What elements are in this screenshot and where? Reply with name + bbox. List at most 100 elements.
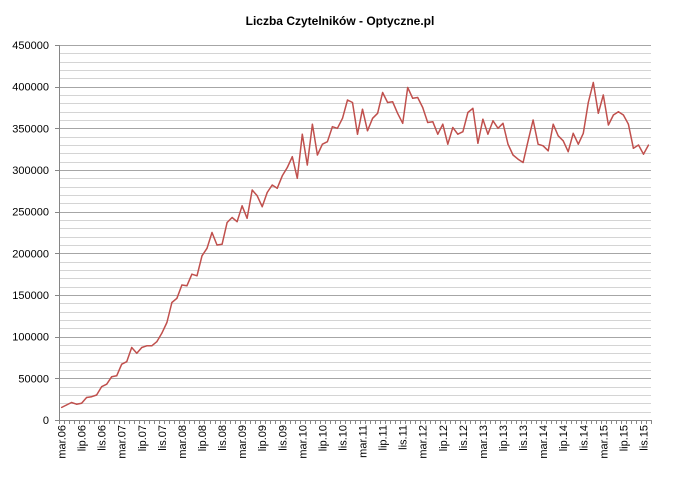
data-point bbox=[507, 143, 509, 145]
y-tick-label: 100000 bbox=[12, 332, 49, 344]
data-point bbox=[191, 273, 193, 275]
x-tick-label: mar.09 bbox=[237, 425, 249, 459]
data-point bbox=[161, 332, 163, 334]
data-point bbox=[547, 150, 549, 152]
data-point bbox=[622, 114, 625, 116]
data-point bbox=[397, 112, 399, 114]
x-tick-label: lis.14 bbox=[578, 425, 590, 451]
data-point bbox=[81, 402, 83, 404]
y-tick-label: 450000 bbox=[12, 40, 49, 52]
data-point bbox=[60, 406, 63, 409]
data-point bbox=[91, 396, 93, 398]
data-point bbox=[266, 191, 268, 194]
data-point bbox=[632, 147, 635, 149]
data-point bbox=[552, 123, 554, 125]
chart-title: Liczba Czytelników - Optyczne.pl bbox=[245, 14, 435, 28]
data-point bbox=[201, 255, 203, 257]
data-point bbox=[562, 140, 564, 142]
y-tick-labels: 0 50000 100000 150000 200000 250000 300000 3500… bbox=[12, 40, 59, 427]
data-point bbox=[271, 184, 273, 186]
data-point bbox=[65, 404, 68, 406]
y-tick-label: 350000 bbox=[12, 123, 49, 135]
x-tick-label: mar.14 bbox=[538, 425, 550, 459]
y-tick-label: 250000 bbox=[12, 207, 49, 219]
data-point bbox=[437, 133, 439, 135]
data-point bbox=[457, 133, 459, 135]
data-point bbox=[482, 118, 484, 120]
axes bbox=[59, 45, 651, 421]
data-point bbox=[141, 346, 143, 349]
data-point bbox=[407, 86, 409, 89]
data-point bbox=[211, 231, 213, 234]
data-point bbox=[422, 106, 424, 109]
data-point bbox=[206, 247, 208, 249]
data-point bbox=[70, 401, 73, 404]
data-point bbox=[301, 133, 303, 135]
data-point bbox=[647, 144, 650, 146]
x-tick-label: lis.06 bbox=[97, 425, 109, 451]
data-point bbox=[442, 123, 444, 125]
data-point bbox=[146, 345, 148, 347]
x-tick-label: lip.06 bbox=[77, 425, 89, 451]
x-tick-label: mar.07 bbox=[117, 425, 129, 459]
data-point bbox=[492, 120, 494, 122]
x-tick-label: mar.13 bbox=[478, 425, 490, 459]
data-point bbox=[597, 112, 599, 114]
x-tick-label: mar.15 bbox=[598, 425, 610, 459]
data-point bbox=[186, 285, 188, 287]
data-point bbox=[427, 121, 429, 124]
data-point bbox=[336, 127, 338, 129]
data-point bbox=[121, 363, 123, 365]
data-point bbox=[522, 161, 524, 164]
data-point bbox=[412, 97, 414, 99]
data-point bbox=[111, 376, 113, 378]
data-point bbox=[487, 133, 489, 135]
x-tick-label: mar.12 bbox=[418, 425, 430, 459]
data-point bbox=[321, 143, 323, 145]
data-point bbox=[291, 156, 293, 158]
data-point bbox=[417, 96, 419, 99]
data-point bbox=[617, 111, 620, 113]
data-point bbox=[392, 101, 394, 103]
data-point bbox=[86, 396, 88, 399]
x-tick-labels: mar.06 lip.06 lis.06 mar.07 lip.07 lis.07 mar.… bbox=[57, 420, 652, 459]
data-point bbox=[196, 275, 198, 277]
x-tick-label: lis.15 bbox=[638, 425, 650, 451]
data-point bbox=[527, 140, 529, 142]
data-point bbox=[231, 216, 233, 219]
data-point bbox=[151, 345, 153, 347]
x-tick-label: lip.12 bbox=[438, 425, 450, 451]
data-point bbox=[136, 352, 138, 354]
data-point bbox=[642, 153, 645, 155]
data-point bbox=[512, 154, 514, 156]
x-tick-label: lip.09 bbox=[257, 425, 269, 451]
data-point bbox=[572, 132, 574, 134]
data-point bbox=[452, 126, 454, 129]
data-point bbox=[356, 133, 359, 135]
data-point bbox=[447, 143, 449, 145]
series bbox=[60, 81, 650, 409]
data-point bbox=[331, 126, 333, 128]
data-point bbox=[221, 243, 223, 245]
data-point bbox=[637, 144, 640, 146]
data-point bbox=[377, 112, 379, 114]
data-point bbox=[602, 94, 604, 96]
data-point bbox=[402, 122, 404, 124]
data-point bbox=[537, 143, 539, 145]
x-tick-label: lis.11 bbox=[398, 425, 410, 450]
data-point bbox=[472, 107, 474, 109]
data-point bbox=[76, 403, 78, 405]
x-tick-label: lip.10 bbox=[317, 425, 329, 451]
x-tick-label: mar.10 bbox=[297, 425, 309, 459]
x-tick-label: lis.09 bbox=[277, 425, 289, 451]
data-point bbox=[326, 141, 328, 143]
gridlines bbox=[59, 45, 651, 413]
y-tick-label: 400000 bbox=[12, 82, 49, 94]
x-tick-label: mar.11 bbox=[358, 425, 370, 458]
data-point bbox=[176, 297, 178, 299]
x-tick-label: lip.14 bbox=[558, 425, 570, 451]
data-point bbox=[296, 177, 298, 179]
data-point bbox=[577, 143, 579, 145]
data-point bbox=[341, 117, 344, 119]
